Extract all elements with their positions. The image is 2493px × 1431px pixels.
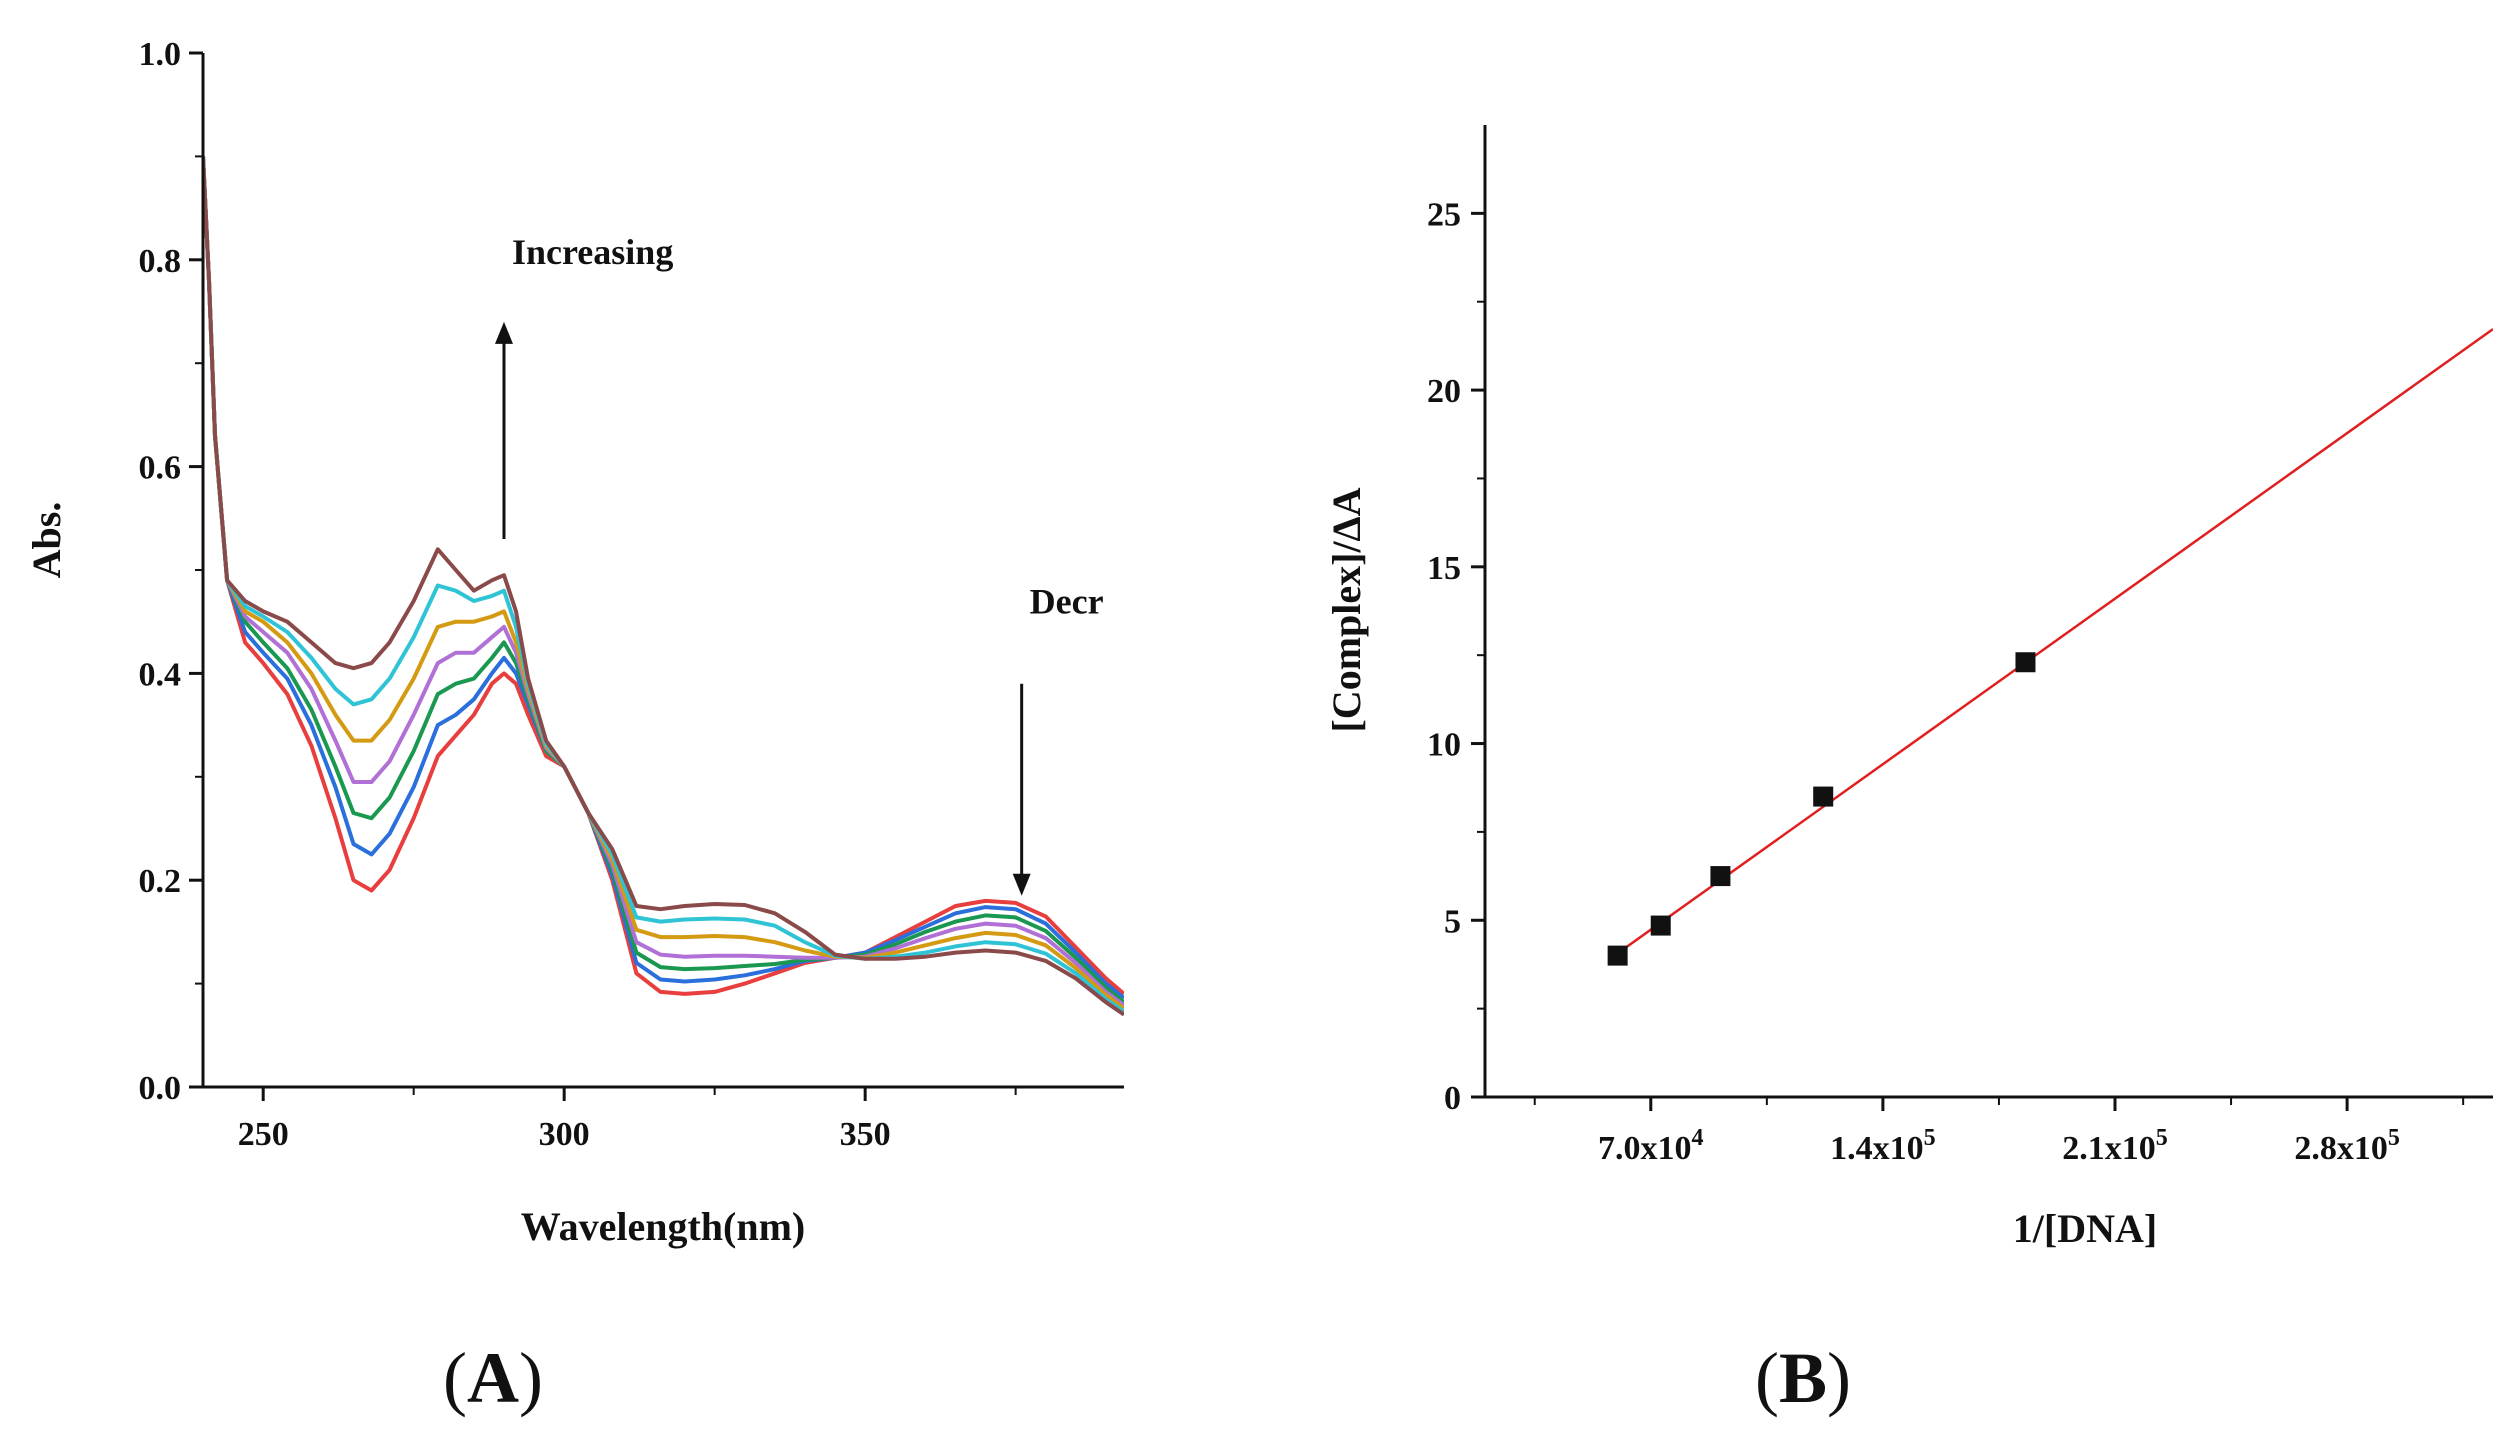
series-line-s6 <box>203 156 1124 1014</box>
series-line-s2 <box>203 156 1124 1000</box>
series-line-s5 <box>203 156 1124 1011</box>
y-tick-label: 1.0 <box>139 36 182 73</box>
linear-fit-line <box>1616 328 2493 955</box>
y-tick-label: 10 <box>1427 727 1461 764</box>
x-tick-label: 1.4x105 <box>1830 1125 1936 1167</box>
x-tick-label: 300 <box>539 1116 590 1153</box>
series-line-s3 <box>203 156 1124 1004</box>
data-point <box>2015 652 2036 673</box>
y-tick-label: 0.6 <box>139 450 182 487</box>
series-line-s4 <box>203 156 1124 1007</box>
x-tick-label: 2.1x105 <box>2062 1125 2168 1167</box>
annotation-label: Decr <box>1030 582 1104 622</box>
panel-a-x-axis-title: Wavelength(nm) <box>521 1204 805 1249</box>
panel-a-spectra-chart: 0.0 0.2 0.4 0.6 0.8 1.0 250 300 350 Wavelength(… <box>24 36 1124 1418</box>
annotation-arrow-head <box>1012 873 1031 896</box>
panel-b-y-axis-title: [Complex]/ΔA <box>1324 487 1369 732</box>
y-tick-label: 15 <box>1427 550 1461 587</box>
annotation-arrow-head <box>494 321 513 344</box>
panel-a-annotations: Increasing Decr <box>494 232 1104 896</box>
panel-b-x-axis-title: 1/[DNA] <box>2013 1206 2157 1251</box>
y-tick-label: 0.4 <box>139 656 182 693</box>
y-tick-label: 0 <box>1444 1080 1461 1117</box>
series-line-s7 <box>203 156 1124 1017</box>
y-tick-label: 0.0 <box>139 1070 182 1107</box>
panel-b-y-ticks: 0 5 10 15 20 25 <box>1427 196 1485 1117</box>
data-point <box>1813 786 1834 807</box>
x-tick-label: 2.8x105 <box>2294 1125 2400 1167</box>
series-line-s1 <box>203 156 1124 996</box>
panel-a-label: (A) <box>443 1338 543 1418</box>
data-point <box>1710 866 1731 887</box>
panel-b-points-group <box>1607 652 2036 966</box>
data-point <box>1607 945 1628 966</box>
y-tick-label: 0.8 <box>139 243 182 280</box>
y-tick-label: 5 <box>1444 903 1461 940</box>
y-tick-label: 20 <box>1427 373 1461 410</box>
data-point <box>1650 915 1671 936</box>
panel-b-fit-group <box>1616 328 2493 955</box>
panel-a-y-axis-title: Abs. <box>24 502 69 579</box>
panel-b-label: (B) <box>1755 1338 1851 1418</box>
panel-a-y-ticks: 0.0 0.2 0.4 0.6 0.8 1.0 <box>139 36 203 1107</box>
y-tick-label: 25 <box>1427 196 1461 233</box>
panel-a-x-ticks: 250 300 350 <box>238 1087 1017 1153</box>
y-tick-label: 0.2 <box>139 863 182 900</box>
x-tick-label: 250 <box>238 1116 289 1153</box>
x-tick-label: 7.0x104 <box>1598 1125 1704 1167</box>
x-tick-label: 350 <box>840 1116 891 1153</box>
panel-a-series-group <box>203 156 1124 1017</box>
annotation-label: Increasing <box>512 232 673 272</box>
